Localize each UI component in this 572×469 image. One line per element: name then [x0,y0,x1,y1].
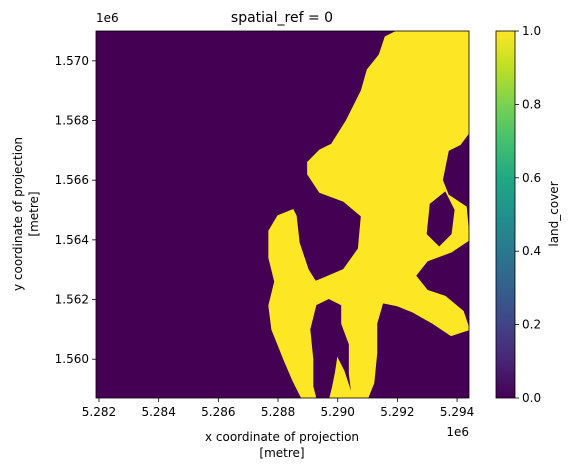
colorbar-tick-label: 0.0 [522,391,541,405]
colorbar-tick-label: 0.8 [522,97,541,111]
y-tick-label: 1.562 [55,293,89,307]
x-tick-label: 5.284 [141,405,175,419]
y-axis-label-line1: y coordinate of projection [11,137,25,291]
y-tick-label: 1.570 [55,54,89,68]
y-offset-label: 1e6 [96,11,119,25]
y-tick-label: 1.566 [55,173,89,187]
colorbar [495,30,516,399]
water-region-east-inlet [426,191,455,247]
colorbar-tick-label: 0.6 [522,171,541,185]
colorbar-tick-label: 1.0 [522,24,541,38]
land-region-main-coastal-land [307,31,469,398]
water-region-north-inlet [307,203,339,241]
x-axis-label-line2: [metre] [259,446,304,460]
y-axis-label-line2: [metre] [27,191,41,236]
x-axis-label-line1: x coordinate of projection [205,430,359,444]
colorbar-tick-label: 0.4 [522,244,541,258]
water-region-inner-lagoon [310,298,342,398]
y-tick-label: 1.564 [55,233,89,247]
x-tick-label: 5.292 [380,405,414,419]
x-tick-label: 5.288 [261,405,295,419]
x-tick-label: 5.286 [201,405,235,419]
x-tick-label: 5.290 [321,405,355,419]
chart-title: spatial_ref = 0 [231,10,333,26]
x-offset-label: 1e6 [446,425,469,439]
colorbar-tick-label: 0.2 [522,318,541,332]
y-tick-label: 1.560 [55,352,89,366]
water-region-south-east-basin [382,316,431,398]
y-tick-label: 1.568 [55,114,89,128]
plot-frame [95,30,470,399]
colorbar-label: land_cover [547,181,561,246]
x-tick-label: 5.282 [82,405,116,419]
x-tick-label: 5.294 [440,405,474,419]
